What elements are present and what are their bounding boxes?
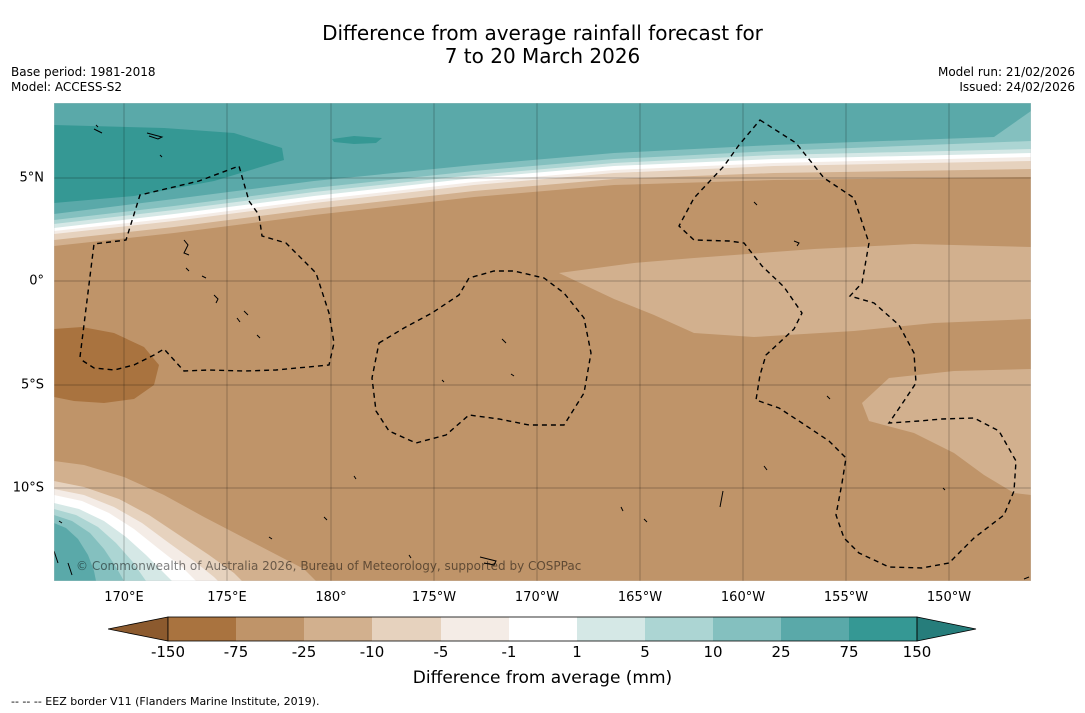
title-line-1: Difference from average rainfall forecas… xyxy=(322,21,763,45)
cb-seg-p5-p10 xyxy=(645,617,713,641)
cb-label-2: -25 xyxy=(291,643,317,661)
colorbar-title: Difference from average (mm) xyxy=(412,668,673,688)
x-tick-5: 165°W xyxy=(617,590,663,605)
band-p25-p75-south xyxy=(54,523,96,581)
cb-frame xyxy=(167,616,918,642)
base-period: Base period: 1981-2018 xyxy=(11,65,156,79)
cb-seg-m10-m5 xyxy=(372,617,441,641)
cb-seg-m25-m10 xyxy=(304,617,372,641)
cb-label-6: 1 xyxy=(572,643,582,661)
y-tick-0: 5°N xyxy=(19,170,45,186)
copyright-notice: © Commonwealth of Australia 2026, Bureau… xyxy=(76,559,581,573)
rainfall-map: © Commonwealth of Australia 2026, Bureau… xyxy=(54,103,1031,581)
x-tick-3: 175°W xyxy=(411,590,457,605)
eez-border-west xyxy=(79,165,335,372)
x-tick-4: 170°W xyxy=(514,590,560,605)
cb-label-7: 5 xyxy=(640,643,650,661)
cb-arrow-right xyxy=(916,616,977,642)
cb-seg-m1-p1 xyxy=(509,617,577,641)
cb-label-9: 25 xyxy=(771,643,791,661)
y-tick-1: 0° xyxy=(29,273,44,289)
cb-label-8: 10 xyxy=(703,643,723,661)
map-title: Difference from average rainfall forecas… xyxy=(0,22,1085,68)
cb-label-4: -5 xyxy=(433,643,449,661)
cb-arrow-left xyxy=(108,616,169,642)
x-tick-8: 150°W xyxy=(926,590,972,605)
title-line-2: 7 to 20 March 2026 xyxy=(444,44,641,68)
band-m150-m75-west xyxy=(54,327,159,403)
y-tick-2: 5°S xyxy=(20,377,44,393)
model-run: Model run: 21/02/2026 xyxy=(937,65,1075,79)
cb-label-10: 75 xyxy=(839,643,859,661)
band-m25-m10-central xyxy=(559,244,1031,337)
model-name: Model: ACCESS-S2 xyxy=(11,80,123,94)
band-p75-p150-north xyxy=(54,125,284,203)
meta-right: Model run: 21/02/2026 Issued: 24/02/2026 xyxy=(938,65,1075,95)
x-tick-6: 160°W xyxy=(720,590,766,605)
cb-seg-m75-m25 xyxy=(236,617,304,641)
issued-date: Issued: 24/02/2026 xyxy=(959,80,1075,94)
cb-seg-m150-m75 xyxy=(168,617,236,641)
band-p75-p150-small xyxy=(332,136,382,144)
y-tick-3: 10°S xyxy=(12,480,44,496)
x-tick-7: 155°W xyxy=(823,590,869,605)
x-tick-1: 175°E xyxy=(207,590,247,605)
cb-label-5: -1 xyxy=(501,643,517,661)
meta-left: Base period: 1981-2018 Model: ACCESS-S2 xyxy=(11,65,156,95)
eez-border-east xyxy=(678,119,1017,569)
graticule xyxy=(54,103,1031,581)
islands xyxy=(54,124,1030,580)
colorbar xyxy=(108,616,977,642)
cb-label-3: -10 xyxy=(359,643,385,661)
band-p25-p75-north xyxy=(54,103,1031,214)
cb-seg-p1-p5 xyxy=(577,617,645,641)
cb-label-0: -150 xyxy=(150,643,186,661)
cb-seg-p75-p150 xyxy=(849,617,917,641)
cb-seg-p10-p25 xyxy=(713,617,781,641)
cb-label-11: 150 xyxy=(902,643,932,661)
eez-borders xyxy=(79,119,1017,569)
x-tick-0: 170°E xyxy=(104,590,144,605)
cb-label-1: -75 xyxy=(223,643,249,661)
eez-legend-note: -- -- -- EEZ border V11 (Flanders Marine… xyxy=(11,695,320,708)
x-tick-2: 180° xyxy=(315,590,347,605)
cb-seg-m5-m1 xyxy=(441,617,509,641)
cb-seg-p25-p75 xyxy=(781,617,849,641)
eez-border-central xyxy=(371,270,592,444)
